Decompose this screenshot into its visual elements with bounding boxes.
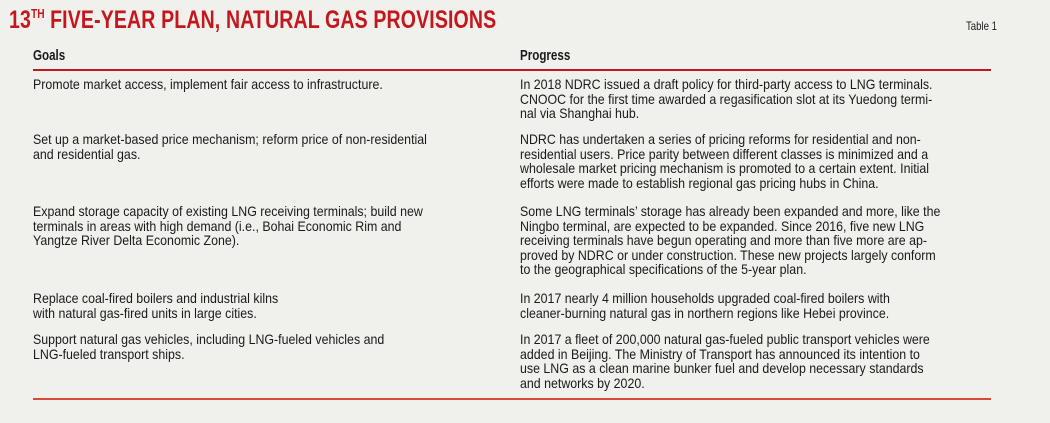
column-header-goals: Goals [33, 48, 66, 64]
table-row-4-goal: Replace coal-fired boilers and industria… [33, 290, 279, 321]
table-title: 13TH FIVE-YEAR PLAN, NATURAL GAS PROVISI… [9, 6, 496, 38]
table-row-2-goal: Set up a market-based price mechanism; r… [33, 131, 427, 162]
table-row-3-goal: Expand storage capacity of existing LNG … [33, 203, 423, 249]
title-text: FIVE-YEAR PLAN, NATURAL GAS PROVISIONS [44, 6, 497, 34]
footer-divider [33, 398, 991, 400]
table-number-label: Table 1 [966, 19, 997, 33]
column-header-progress: Progress [520, 48, 571, 64]
table-row-1-goal: Promote market access, implement fair ac… [33, 76, 383, 92]
table-row-5-progress: In 2017 a fleet of 200,000 natural gas-f… [520, 331, 930, 391]
header-divider [33, 69, 991, 71]
table-row-2-progress: NDRC has undertaken a series of pricing … [520, 131, 930, 191]
title-number: 13 [9, 6, 32, 34]
table-row-4-progress: In 2017 nearly 4 million households upgr… [520, 290, 890, 321]
table-row-3-progress: Some LNG terminals’ storage has already … [520, 203, 941, 278]
table-row-5-goal: Support natural gas vehicles, including … [33, 331, 385, 362]
title-superscript: TH [31, 6, 45, 21]
table-row-1-progress: In 2018 NDRC issued a draft policy for t… [520, 76, 933, 122]
